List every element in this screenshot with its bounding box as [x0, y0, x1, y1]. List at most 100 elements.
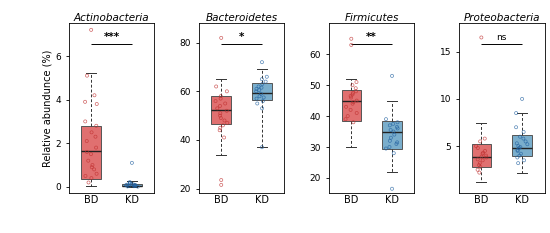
Point — [392, 142, 401, 146]
Point — [211, 99, 220, 103]
PathPatch shape — [471, 144, 491, 167]
Point — [388, 187, 397, 191]
Point — [389, 130, 398, 134]
Point — [252, 87, 261, 91]
Point — [346, 108, 355, 112]
Point — [253, 102, 262, 105]
Title: Actinobacteria: Actinobacteria — [74, 13, 150, 23]
Point — [523, 142, 532, 146]
Point — [133, 185, 142, 188]
Point — [220, 119, 229, 122]
Point — [476, 165, 485, 169]
Point — [514, 144, 522, 148]
Y-axis label: Relative abundunce (%): Relative abundunce (%) — [42, 50, 53, 167]
Point — [122, 183, 130, 187]
Point — [515, 154, 524, 158]
Point — [129, 183, 138, 186]
Point — [472, 144, 481, 148]
Point — [261, 80, 270, 83]
Point — [388, 74, 397, 78]
Point — [82, 139, 91, 143]
Point — [216, 94, 225, 98]
Point — [347, 207, 356, 211]
Point — [252, 97, 261, 100]
Title: Bacteroidetes: Bacteroidetes — [206, 13, 278, 23]
Point — [255, 94, 264, 98]
Point — [521, 140, 530, 143]
Point — [520, 158, 529, 162]
Point — [257, 77, 266, 81]
Point — [257, 145, 266, 149]
Point — [386, 139, 394, 143]
Point — [480, 137, 489, 140]
Point — [252, 89, 261, 93]
Point — [513, 156, 522, 159]
Point — [393, 140, 402, 144]
Point — [87, 130, 96, 134]
Point — [125, 182, 134, 185]
Point — [346, 96, 355, 99]
Point — [476, 140, 485, 143]
Point — [353, 99, 361, 103]
Point — [254, 85, 263, 88]
Point — [349, 120, 358, 124]
Point — [90, 168, 98, 171]
Point — [91, 135, 100, 139]
Point — [223, 89, 232, 93]
Point — [216, 97, 225, 100]
Point — [81, 174, 90, 178]
Point — [218, 123, 227, 127]
Point — [217, 36, 226, 40]
Point — [347, 37, 356, 41]
Point — [478, 158, 487, 162]
PathPatch shape — [122, 184, 142, 186]
Point — [512, 111, 520, 115]
Point — [353, 111, 361, 115]
Point — [386, 128, 395, 132]
Point — [257, 60, 266, 64]
Point — [92, 146, 101, 149]
Point — [516, 135, 525, 139]
Point — [255, 88, 263, 92]
Point — [352, 80, 361, 84]
Point — [348, 83, 357, 87]
Point — [88, 163, 97, 167]
Point — [216, 114, 224, 117]
Point — [90, 93, 99, 97]
Point — [519, 137, 528, 140]
PathPatch shape — [342, 90, 361, 121]
Point — [389, 151, 398, 155]
PathPatch shape — [252, 83, 272, 100]
Point — [513, 149, 522, 153]
Point — [347, 43, 356, 47]
Point — [515, 146, 524, 150]
Point — [216, 104, 224, 108]
Point — [215, 128, 224, 132]
Point — [87, 28, 96, 32]
Point — [258, 99, 267, 103]
Point — [92, 172, 101, 176]
Point — [348, 93, 357, 96]
Point — [131, 184, 140, 188]
Point — [81, 120, 90, 123]
Point — [346, 94, 355, 98]
Point — [86, 152, 95, 156]
Point — [389, 122, 398, 126]
Point — [474, 158, 482, 161]
Point — [87, 176, 96, 180]
Text: ns: ns — [497, 33, 507, 42]
Text: *: * — [239, 32, 244, 42]
Point — [513, 148, 522, 152]
Point — [513, 141, 521, 145]
Point — [92, 102, 101, 106]
Point — [123, 183, 131, 187]
Point — [216, 126, 224, 130]
Point — [256, 92, 265, 96]
Point — [222, 109, 231, 113]
Text: ***: *** — [103, 32, 119, 42]
Title: Proteobacteria: Proteobacteria — [464, 13, 540, 23]
Point — [390, 133, 399, 137]
Point — [92, 124, 101, 128]
Title: Firmicutes: Firmicutes — [344, 13, 399, 23]
Point — [349, 100, 358, 104]
